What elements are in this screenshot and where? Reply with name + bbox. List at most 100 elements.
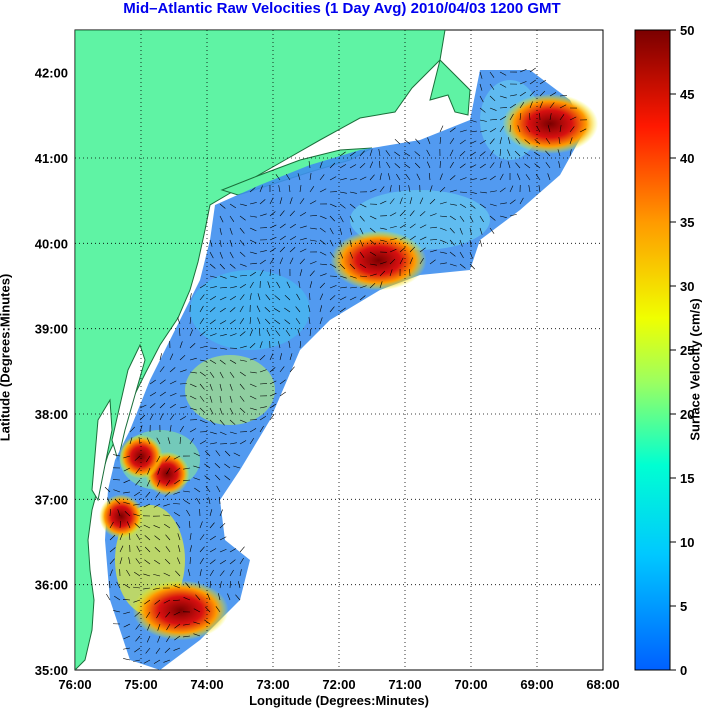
velocity-arrow (449, 161, 454, 169)
velocity-arrow (193, 633, 201, 637)
velocity-arrow (439, 125, 444, 133)
velocity-arrow (269, 353, 274, 361)
velocity-arrow (134, 523, 141, 529)
velocity-arrow (459, 227, 463, 235)
velocity-arrow (183, 597, 191, 601)
velocity-arrow (439, 251, 447, 254)
velocity-arrow (143, 659, 151, 664)
velocity-arrow (198, 581, 201, 589)
velocity-arrow (189, 533, 192, 541)
velocity-arrow (189, 383, 197, 388)
velocity-arrow (529, 90, 536, 97)
velocity-arrow (319, 188, 327, 193)
velocity-arrow (229, 371, 235, 378)
velocity-arrow (469, 140, 477, 145)
velocity-arrow (429, 249, 437, 253)
velocity-arrow (117, 509, 121, 517)
velocity-arrow (215, 450, 221, 457)
colorbar (634, 29, 671, 671)
velocity-arrow (439, 239, 447, 243)
velocity-arrow (308, 161, 311, 169)
velocity-arrow (398, 185, 401, 193)
velocity-arrow (199, 371, 206, 377)
velocity-arrow (239, 440, 247, 445)
velocity-arrow (173, 647, 181, 651)
velocity-arrow (359, 263, 367, 269)
velocity-arrow (479, 107, 486, 113)
velocity-arrow (289, 353, 293, 361)
velocity-arrow (209, 307, 216, 313)
velocity-arrow (219, 395, 222, 403)
velocity-arrow (209, 407, 214, 415)
velocity-arrow (288, 341, 291, 349)
velocity-arrow (179, 341, 183, 349)
velocity-arrow (249, 419, 258, 421)
velocity-arrow (229, 215, 235, 222)
velocity-arrow (499, 71, 507, 76)
velocity-arrow (259, 269, 264, 277)
velocity-arrow (489, 128, 497, 133)
colorbar-tick-label: 15 (680, 471, 694, 486)
velocity-arrow (469, 263, 475, 270)
velocity-arrow (509, 124, 511, 133)
velocity-arrow (167, 437, 171, 445)
velocity-arrow (119, 521, 121, 529)
velocity-arrow (519, 81, 527, 85)
velocity-arrow (359, 285, 367, 289)
velocity-arrow (489, 83, 495, 90)
velocity-arrow (479, 140, 487, 145)
velocity-arrow (155, 647, 161, 654)
velocity-arrow (224, 463, 231, 469)
velocity-arrow (259, 369, 267, 373)
velocity-arrow (319, 293, 324, 301)
velocity-arrow (339, 239, 342, 247)
velocity-arrow (164, 558, 171, 565)
velocity-arrow (239, 305, 244, 313)
velocity-arrow (379, 173, 382, 181)
velocity-arrow (529, 113, 531, 121)
velocity-arrow (329, 295, 336, 301)
velocity-arrow (369, 188, 377, 193)
velocity-arrow (239, 274, 247, 277)
velocity-arrow (426, 161, 431, 169)
velocity-arrow (509, 113, 514, 121)
velocity-arrow (515, 162, 521, 169)
velocity-arrow (404, 139, 411, 145)
velocity-arrow (419, 247, 426, 253)
velocity-arrow (229, 548, 237, 553)
velocity-arrow (155, 491, 161, 498)
velocity-arrow (339, 275, 347, 279)
x-tick-label: 69:00 (520, 677, 553, 692)
velocity-arrow (219, 296, 227, 301)
velocity-arrow (267, 281, 271, 289)
velocity-arrow (388, 173, 391, 181)
velocity-arrow (219, 263, 225, 270)
velocity-arrow (149, 413, 154, 421)
velocity-arrow (179, 406, 187, 409)
velocity-arrow (319, 227, 326, 233)
velocity-arrow (199, 521, 203, 529)
velocity-arrow (209, 395, 213, 403)
velocity-arrow (269, 258, 275, 265)
velocity-arrow (439, 186, 446, 193)
velocity-arrow (199, 294, 205, 301)
velocity-arrow (459, 150, 466, 157)
velocity-arrow (299, 237, 307, 241)
velocity-arrow (199, 359, 207, 362)
velocity-arrow (169, 425, 172, 433)
velocity-arrow (177, 317, 181, 325)
velocity-arrow (195, 594, 201, 601)
velocity-arrow (379, 239, 387, 242)
velocity-arrow (479, 130, 487, 133)
velocity-arrow (139, 404, 147, 409)
velocity-arrow (309, 200, 317, 205)
velocity-arrow (459, 215, 465, 222)
velocity-arrow (459, 139, 466, 145)
velocity-arrow (145, 647, 151, 654)
velocity-arrow (164, 523, 171, 529)
velocity-arrow (296, 293, 301, 301)
velocity-arrow (439, 160, 441, 169)
velocity-arrow (399, 210, 406, 217)
velocity-arrow (559, 125, 562, 133)
velocity-arrow (239, 331, 246, 337)
